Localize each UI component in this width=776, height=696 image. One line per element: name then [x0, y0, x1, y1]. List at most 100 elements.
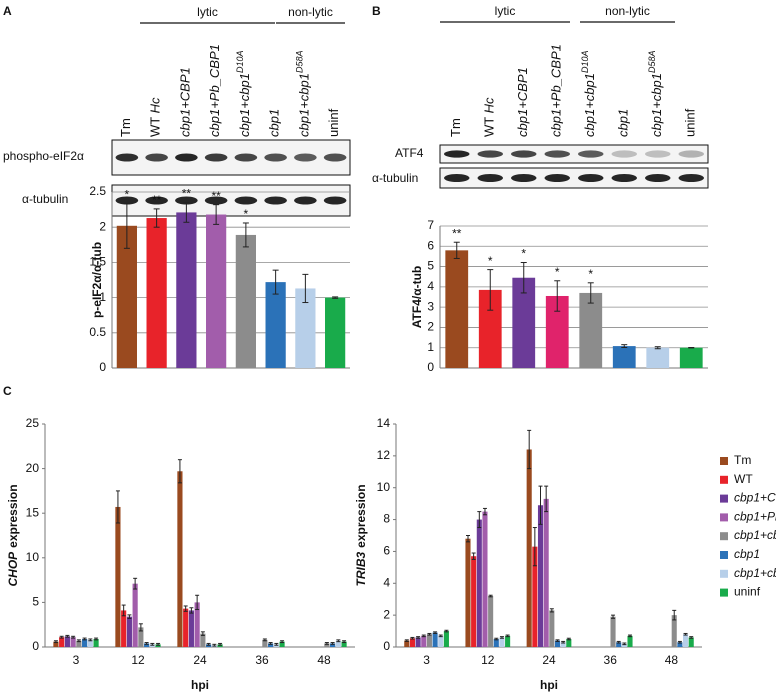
bar — [295, 288, 316, 368]
blot-band — [544, 150, 570, 158]
blot-band — [294, 196, 317, 205]
bar — [679, 347, 703, 368]
significance: * — [588, 267, 593, 281]
y-axis-label: ATF4/α-tub — [410, 266, 424, 328]
label-part: cbp1+Pb_CBP1 — [208, 44, 223, 137]
bar — [526, 449, 532, 647]
bar — [324, 643, 330, 647]
bar — [621, 643, 627, 647]
group-label: non-lytic — [605, 4, 650, 18]
blot-band — [645, 150, 671, 158]
lane-label: cbp1+CBP1 — [178, 67, 193, 137]
blot-band — [323, 196, 347, 205]
y-tick-label: 4 — [383, 575, 390, 589]
lane-label: cbp1+Pb_CBP1 — [208, 44, 223, 137]
label-part: cbp1+Pb_CBP1 — [549, 44, 564, 137]
y-tick-label: 10 — [26, 550, 40, 564]
lane-label: uninf — [683, 108, 698, 137]
group-label: lytic — [197, 5, 218, 19]
bar — [265, 282, 286, 368]
group-label: non-lytic — [288, 5, 333, 19]
legend-name: WT — [734, 472, 753, 486]
bar — [616, 642, 622, 647]
bar — [612, 346, 636, 368]
bar — [87, 639, 93, 647]
bar — [176, 212, 197, 368]
significance: ** — [211, 189, 221, 203]
y-tick-label: 6 — [383, 544, 390, 558]
significance: * — [125, 187, 130, 201]
blot-row-label: phospho-eIF2α — [3, 149, 84, 163]
bar — [688, 637, 694, 647]
bar — [421, 635, 427, 647]
bar — [499, 637, 505, 647]
label-part: D58A — [647, 51, 657, 74]
bar — [566, 639, 572, 647]
y-tick-label: 6 — [427, 238, 434, 252]
label-part: Hc — [482, 97, 497, 113]
bar — [132, 583, 138, 647]
blot-band — [145, 153, 168, 162]
bar — [505, 635, 511, 647]
blot-row-label: α-tubulin — [22, 192, 68, 206]
y-tick-label: 2 — [99, 219, 106, 233]
blot-band — [323, 153, 347, 162]
legend-label: cbp1 — [734, 547, 760, 561]
bar — [560, 642, 566, 647]
blot-row-label: ATF4 — [395, 146, 424, 160]
y-axis-label-text: p-eIF2α/α-tub — [90, 242, 104, 318]
bar — [579, 292, 603, 368]
label-part: Tm — [118, 118, 133, 137]
y-tick-label: 10 — [377, 480, 391, 494]
bar — [341, 641, 347, 647]
lane-label: cbp1 — [267, 109, 282, 137]
blot-band — [444, 150, 470, 158]
x-tick-label: 12 — [131, 653, 145, 667]
blot-frame — [439, 167, 709, 189]
y-tick-label: 12 — [377, 448, 391, 462]
legend-swatch — [720, 551, 728, 559]
label-part: uninf — [327, 108, 342, 137]
y-tick-label: 2 — [427, 320, 434, 334]
bar — [138, 627, 144, 647]
blot-band — [578, 150, 604, 158]
x-tick-label: 36 — [604, 653, 618, 667]
bar — [488, 596, 494, 647]
blot-band — [294, 153, 317, 162]
x-tick-label: 3 — [73, 653, 80, 667]
y-tick-label: 25 — [26, 416, 40, 430]
label-part: Hc — [148, 97, 163, 113]
bar — [627, 635, 633, 647]
bar — [554, 640, 561, 647]
label-part: cbp1+CBP1 — [515, 67, 530, 137]
legend-name: uninf — [734, 585, 761, 599]
y-tick-label: 2 — [383, 607, 390, 621]
blot-band — [145, 196, 168, 205]
blot-band — [234, 153, 258, 162]
x-tick-label: 24 — [193, 653, 207, 667]
x-tick-label: 24 — [542, 653, 556, 667]
blot-band — [578, 174, 604, 182]
label-part: cbp1+CBP1 — [178, 67, 193, 137]
lane-label: uninf — [327, 108, 342, 137]
blot-band — [477, 174, 503, 182]
y-axis-label-gene: TRIB3 — [354, 552, 368, 587]
y-tick-label: 1.5 — [89, 255, 106, 269]
y-axis-label: p-eIF2α/α-tub — [90, 242, 104, 318]
legend-swatch — [720, 569, 728, 578]
bar — [512, 277, 536, 368]
bar — [677, 642, 683, 647]
lane-label: Tm — [448, 118, 463, 137]
lane-label: WT Hc — [148, 97, 163, 137]
y-tick-label: 0 — [383, 639, 390, 653]
y-axis-label: CHOP expression — [6, 484, 20, 586]
bar — [268, 643, 274, 647]
x-axis-label: hpi — [191, 678, 209, 692]
lane-label: cbp1+cbp1D58A — [295, 51, 312, 138]
bar — [82, 638, 88, 647]
significance: ** — [182, 187, 192, 201]
x-tick-label: 48 — [665, 653, 679, 667]
blot-band — [234, 196, 258, 205]
label-part: cbp1+cbp1 — [582, 73, 597, 137]
lane-label: cbp1 — [616, 109, 631, 137]
